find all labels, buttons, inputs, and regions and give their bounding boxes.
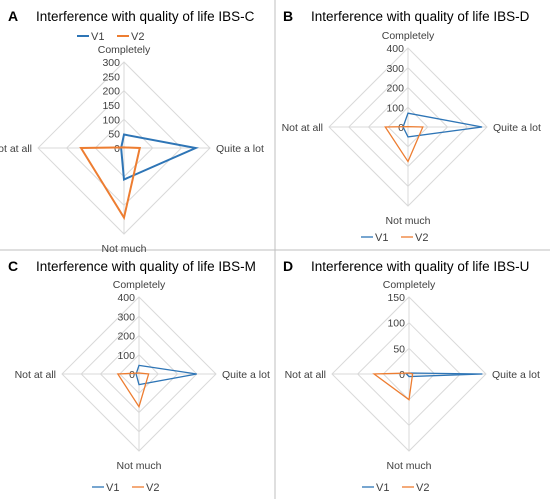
category-label: Not at all: [15, 369, 56, 381]
tick-label: 0: [398, 122, 404, 134]
tick-label: 0: [114, 143, 120, 155]
tick-label: 300: [117, 311, 135, 323]
legend: V1 V2: [362, 482, 429, 494]
tick-label: 100: [117, 350, 135, 362]
tick-label: 400: [117, 292, 135, 304]
chart-title: Interference with quality of life IBS-U: [311, 259, 529, 274]
legend-label-v2: V2: [131, 31, 144, 43]
category-label: Not at all: [282, 122, 323, 134]
category-label: Not much: [386, 215, 431, 227]
chart-title: Interference with quality of life IBS-M: [36, 259, 256, 274]
tick-label: 200: [117, 331, 135, 343]
tick-label: 0: [399, 369, 405, 381]
legend: V1 V2: [77, 31, 144, 43]
chart-panel-d: D Interference with quality of life IBS-U…: [283, 258, 540, 494]
series-v1-line: [405, 372, 483, 378]
tick-label: 100: [387, 318, 405, 330]
series-v2-line: [384, 125, 424, 163]
legend: V1 V2: [361, 232, 428, 244]
series-v1-line: [120, 133, 200, 182]
category-label: Not at all: [0, 143, 32, 155]
legend-label-v2: V2: [146, 482, 159, 494]
tick-label: 50: [108, 129, 120, 141]
category-label: Not at all: [285, 369, 326, 381]
tick-label: 200: [386, 83, 404, 95]
tick-label: 0: [129, 369, 135, 381]
tick-label: 300: [102, 57, 120, 69]
category-label: Not much: [102, 243, 147, 255]
chart-panel-c: C Interference with quality of life IBS-M…: [8, 258, 270, 494]
category-label: Not much: [387, 460, 432, 472]
category-label: Quite a lot: [222, 369, 270, 381]
panel-label: A: [8, 8, 18, 24]
category-label: Quite a lot: [216, 143, 264, 155]
legend-label-v1: V1: [91, 31, 104, 43]
tick-label: 150: [102, 100, 120, 112]
legend-label-v1: V1: [376, 482, 389, 494]
tick-label: 200: [102, 86, 120, 98]
series-v2-line: [372, 372, 414, 401]
chart-panel-b: B Interference with quality of life IBS-D…: [282, 8, 541, 244]
panel-label: D: [283, 258, 293, 274]
series-v1-line: [402, 112, 483, 138]
tick-label: 100: [102, 114, 120, 126]
panel-label: B: [283, 8, 293, 24]
series-v2-line: [79, 146, 142, 221]
tick-label: 150: [387, 292, 405, 304]
series-v2-line: [116, 372, 150, 409]
tick-label: 250: [102, 71, 120, 83]
category-label: Not much: [117, 460, 162, 472]
category-label: Completely: [382, 30, 435, 42]
category-label: Completely: [113, 279, 166, 291]
tick-label: 100: [386, 102, 404, 114]
legend: V1 V2: [92, 482, 159, 494]
legend-label-v2: V2: [416, 482, 429, 494]
tick-label: 300: [386, 63, 404, 75]
legend-label-v2: V2: [415, 232, 428, 244]
tick-label: 400: [386, 43, 404, 55]
category-label: Completely: [98, 44, 151, 56]
tick-label: 50: [393, 343, 405, 355]
series-v1-line: [135, 364, 197, 386]
category-label: Quite a lot: [493, 122, 541, 134]
category-label: Completely: [383, 279, 436, 291]
chart-panel-a: A Interference with quality of life IBS-C…: [0, 8, 264, 255]
panel-label: C: [8, 258, 18, 274]
chart-title: Interference with quality of life IBS-C: [36, 9, 255, 24]
chart-title: Interference with quality of life IBS-D: [311, 9, 530, 24]
legend-label-v1: V1: [375, 232, 388, 244]
legend-label-v1: V1: [106, 482, 119, 494]
category-label: Quite a lot: [492, 369, 540, 381]
